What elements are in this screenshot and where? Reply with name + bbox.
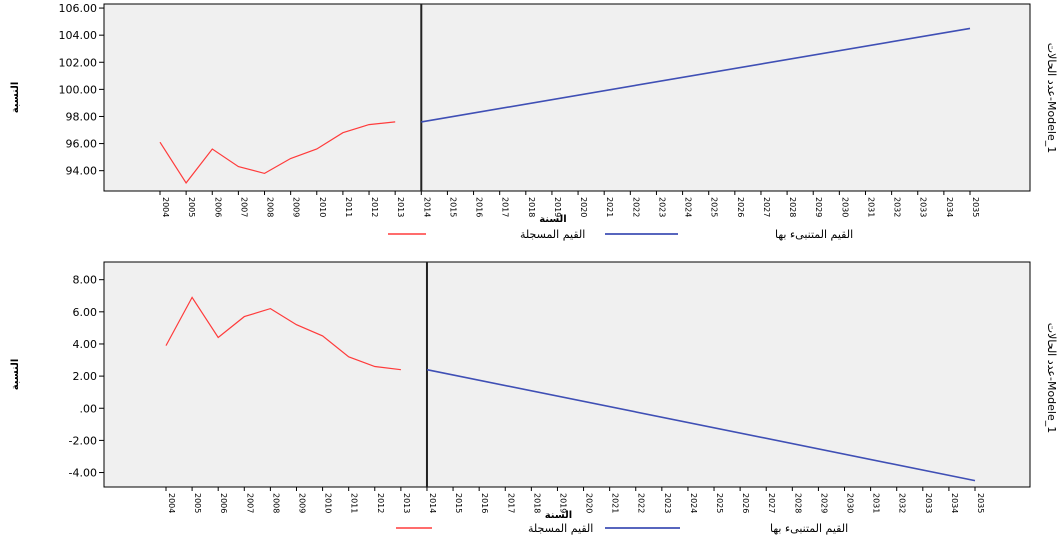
y-tick-label: .00 [80,402,98,415]
x-tick-label: 2022 [637,493,646,513]
x-tick-label: 2031 [866,197,875,217]
x-tick-label: 2020 [585,493,594,513]
x-tick-label: 2013 [402,493,411,513]
x-tick-label: 2007 [239,197,248,217]
legend-label-forecast: القيم المتنبىء بها [775,228,853,241]
x-tick-label: 2029 [814,197,823,217]
legend-label-observed: القيم المسجلة [520,228,585,241]
x-tick-label: 2030 [846,493,855,513]
x-tick-label: 2029 [819,493,828,513]
x-tick-label: 2032 [893,197,902,217]
y-axis-label: النسبة [10,359,21,391]
x-tick-label: 2028 [793,493,802,513]
x-tick-label: 2006 [219,493,228,513]
x-tick-label: 2011 [344,197,353,217]
x-tick-label: 2031 [872,493,881,513]
x-tick-label: 2035 [976,493,985,513]
x-tick-label: 2011 [350,493,359,513]
legend: القيم المسجلة القيم المتنبىء بها [396,522,848,535]
x-tick-label: 2034 [945,197,954,217]
x-tick-label: 2004 [161,197,170,217]
y-tick-label: 104.00 [59,29,98,42]
x-tick-label: 2033 [924,493,933,513]
side-label: عدد الحالات-Modele_1 [1045,43,1058,154]
x-tick-label: 2017 [506,493,515,513]
x-tick-label: 2035 [971,197,980,217]
chart-1: 106.00 104.00 102.00 100.00 98.00 96.00 94.00 2… [10,2,1058,241]
x-tick-label: 2025 [710,197,719,217]
x-tick-label: 2028 [788,197,797,217]
x-tick-label: 2016 [475,197,484,217]
x-tick-label: 2024 [684,197,693,217]
x-tick-label: 2014 [422,197,431,217]
y-tick-label: 98.00 [66,110,98,123]
x-tick-label: 2016 [480,493,489,513]
x-tick-label: 2027 [762,197,771,217]
y-tick-label: 4.00 [73,338,98,351]
plot-area [104,262,1030,487]
y-axis-label: النسبة [10,82,21,114]
x-tick-label: 2006 [213,197,222,217]
x-tick-label: 2009 [297,493,306,513]
x-tick-label: 2026 [741,493,750,513]
x-tick-label: 2007 [245,493,254,513]
x-tick-label: 2025 [715,493,724,513]
y-tick-label: 6.00 [73,306,98,319]
x-tick-label: 2021 [605,197,614,217]
x-tick-label: 2014 [428,493,437,513]
x-tick-label: 2034 [950,493,959,513]
x-tick-label: 2020 [579,197,588,217]
legend-label-forecast: القيم المتنبىء بها [770,522,848,535]
legend-label-observed: القيم المسجلة [528,522,593,535]
x-tick-label: 2012 [370,197,379,217]
x-tick-label: 2012 [376,493,385,513]
x-tick-label: 2010 [318,197,327,217]
x-tick-label: 2008 [271,493,280,513]
y-tick-label: 96.00 [66,138,98,151]
y-tick-label: -2.00 [69,434,97,447]
x-tick-label: 2027 [767,493,776,513]
x-tick-label: 2005 [187,197,196,217]
y-tick-label: 100.00 [59,83,98,96]
x-tick-label: 2017 [501,197,510,217]
x-tick-label: 2030 [840,197,849,217]
x-tick-label: 2023 [657,197,666,217]
y-tick-label: -4.00 [69,467,97,480]
x-tick-label: 2009 [292,197,301,217]
x-tick-label: 2018 [532,493,541,513]
x-axis-label: السنة [545,510,573,521]
y-tick-label: 102.00 [59,56,98,69]
x-tick-label: 2022 [631,197,640,217]
x-tick-label: 2015 [448,197,457,217]
x-tick-label: 2004 [167,493,176,513]
y-tick-label: 2.00 [73,370,98,383]
x-tick-label: 2026 [736,197,745,217]
side-label: عدد الحالات-Modele_1 [1045,323,1058,434]
x-tick-label: 2032 [898,493,907,513]
x-tick-label: 2008 [266,197,275,217]
y-tick-label: 94.00 [66,165,98,178]
y-tick-label: 8.00 [73,274,98,287]
x-tick-label: 2023 [663,493,672,513]
x-tick-label: 2010 [324,493,333,513]
x-tick-label: 2033 [919,197,928,217]
x-tick-label: 2021 [611,493,620,513]
x-tick-label: 2024 [689,493,698,513]
legend: القيم المسجلة القيم المتنبىء بها [388,228,853,241]
x-tick-label: 2005 [193,493,202,513]
x-tick-label: 2015 [454,493,463,513]
x-axis-label: السنة [539,214,567,225]
y-tick-label: 106.00 [59,2,98,15]
x-tick-label: 2018 [527,197,536,217]
chart-2: 8.00 6.00 4.00 2.00 .00 -2.00 -4.00 2004 2005 200… [10,262,1058,535]
x-tick-label: 2013 [396,197,405,217]
